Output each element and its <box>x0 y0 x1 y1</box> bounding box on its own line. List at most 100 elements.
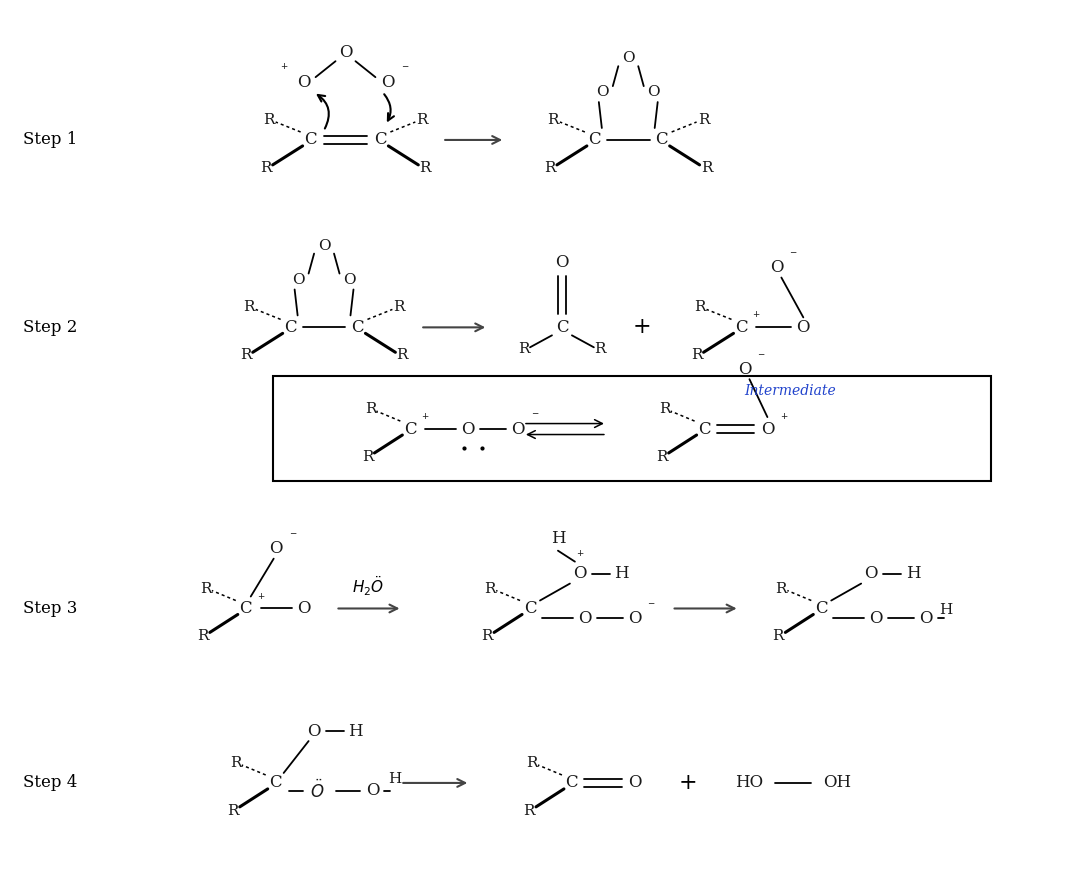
Text: R: R <box>659 402 670 416</box>
Text: C: C <box>404 420 416 437</box>
Text: H: H <box>349 723 363 740</box>
Text: R: R <box>394 300 405 315</box>
Text: R: R <box>240 348 252 363</box>
Text: $^+$: $^+$ <box>421 412 430 426</box>
Text: R: R <box>416 113 428 127</box>
Text: C: C <box>566 774 578 791</box>
Text: $^+$: $^+$ <box>751 311 762 324</box>
Text: R: R <box>594 342 606 356</box>
Text: R: R <box>227 804 239 818</box>
Text: $^+$: $^+$ <box>575 549 585 562</box>
Text: R: R <box>243 300 255 315</box>
Text: O: O <box>297 74 310 91</box>
Text: $^-$: $^-$ <box>287 530 298 543</box>
Text: $^+$: $^+$ <box>256 592 266 605</box>
Text: Step 1: Step 1 <box>24 132 77 148</box>
Text: O: O <box>381 74 394 91</box>
Text: O: O <box>574 565 586 582</box>
Text: $^-$: $^-$ <box>789 249 798 262</box>
Text: O: O <box>307 723 321 740</box>
Text: O: O <box>761 420 774 437</box>
Text: R: R <box>691 348 703 363</box>
Text: C: C <box>524 600 536 617</box>
Text: O: O <box>864 565 878 582</box>
Text: O: O <box>622 52 635 65</box>
Text: O: O <box>297 600 310 617</box>
Text: H: H <box>906 565 920 582</box>
Text: O: O <box>293 273 305 286</box>
Text: O: O <box>339 44 352 60</box>
Bar <box>272 376 991 481</box>
Text: R: R <box>519 342 529 356</box>
Text: Step 3: Step 3 <box>24 600 77 617</box>
Text: O: O <box>578 610 592 627</box>
Text: Step 2: Step 2 <box>24 319 77 336</box>
Text: R: R <box>548 113 558 127</box>
Text: C: C <box>351 319 364 336</box>
Text: R: R <box>362 450 373 464</box>
Text: Intermediate: Intermediate <box>744 384 836 398</box>
Text: O: O <box>511 420 525 437</box>
Text: R: R <box>197 629 209 644</box>
Text: +: + <box>633 316 651 339</box>
Text: R: R <box>523 804 535 818</box>
Text: O: O <box>628 774 641 791</box>
Text: R: R <box>698 113 709 127</box>
Text: Step 4: Step 4 <box>24 774 77 791</box>
Text: H: H <box>939 604 952 618</box>
Text: H: H <box>614 565 629 582</box>
Text: O: O <box>919 610 933 627</box>
Text: C: C <box>269 774 282 791</box>
Text: OH: OH <box>823 774 851 791</box>
Text: R: R <box>481 629 493 644</box>
Text: H: H <box>387 772 401 786</box>
Text: C: C <box>284 319 297 336</box>
Text: R: R <box>694 300 706 315</box>
Text: O: O <box>628 610 641 627</box>
Text: O: O <box>343 273 356 286</box>
Text: $^-$: $^-$ <box>529 411 540 423</box>
Text: R: R <box>397 348 408 363</box>
Text: H: H <box>551 530 565 548</box>
Text: C: C <box>815 600 827 617</box>
Text: C: C <box>589 132 601 148</box>
Text: R: R <box>776 581 788 596</box>
Text: O: O <box>269 541 282 557</box>
Text: $^+$: $^+$ <box>279 63 288 76</box>
Text: C: C <box>240 600 252 617</box>
Text: O: O <box>596 85 609 99</box>
Text: R: R <box>200 581 212 596</box>
Text: R: R <box>526 756 538 770</box>
Text: C: C <box>305 132 317 148</box>
Text: R: R <box>773 629 784 644</box>
Text: C: C <box>374 132 386 148</box>
Text: R: R <box>260 161 271 175</box>
Text: R: R <box>420 161 431 175</box>
Text: O: O <box>796 319 810 336</box>
Text: $H_2\ddot{O}$: $H_2\ddot{O}$ <box>352 575 384 598</box>
Text: R: R <box>700 161 712 175</box>
Text: R: R <box>484 581 496 596</box>
Text: O: O <box>769 259 783 276</box>
Text: $^-$: $^-$ <box>400 63 410 76</box>
Text: C: C <box>698 420 711 437</box>
Text: O: O <box>317 238 330 252</box>
Text: +: + <box>678 772 697 794</box>
Text: $^+$: $^+$ <box>779 412 790 426</box>
Text: $\ddot{O}$: $\ddot{O}$ <box>310 780 325 802</box>
Text: R: R <box>656 450 667 464</box>
Text: $^-$: $^-$ <box>756 351 766 364</box>
Text: $^-$: $^-$ <box>646 600 655 613</box>
Text: O: O <box>555 254 569 271</box>
Text: HO: HO <box>735 774 764 791</box>
Text: C: C <box>735 319 748 336</box>
Text: R: R <box>263 113 274 127</box>
Text: O: O <box>738 361 751 378</box>
Text: O: O <box>462 420 475 437</box>
Text: C: C <box>555 319 568 336</box>
Text: O: O <box>648 85 660 99</box>
Text: R: R <box>230 756 241 770</box>
Text: C: C <box>655 132 668 148</box>
Text: O: O <box>869 610 883 627</box>
Text: R: R <box>365 402 377 416</box>
